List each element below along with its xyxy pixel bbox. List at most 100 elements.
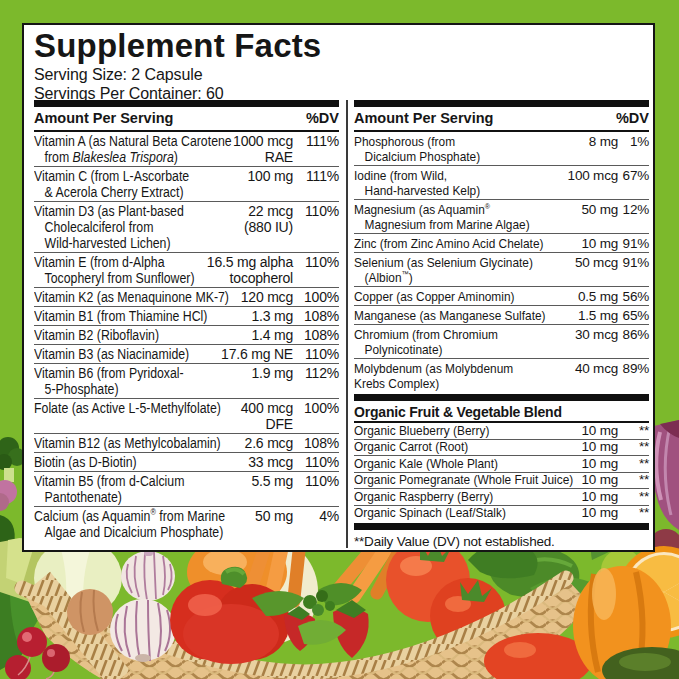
dv-value: ** bbox=[639, 473, 649, 488]
dv-value: ** bbox=[639, 490, 649, 505]
dv-value: 110% bbox=[305, 346, 339, 362]
nutrient-name: Folate (as Active L-5-Methylfolate) bbox=[34, 400, 339, 416]
dv-value: ** bbox=[639, 506, 649, 521]
amount-value: 400 mcgDFE bbox=[241, 400, 293, 432]
supplement-facts-panel: Supplement Facts Serving Size: 2 Capsule… bbox=[22, 23, 655, 552]
amount-value: 1.3 mg bbox=[251, 308, 293, 324]
blend-rows: Organic Blueberry (Berry)10 mg**Organic … bbox=[354, 423, 649, 521]
nutrient-row: Organic Kale (Whole Plant)10 mg** bbox=[354, 456, 649, 473]
nutrient-row: Molybdenum (as MolybdenumKrebs Complex)4… bbox=[354, 359, 649, 392]
dv-value: 110% bbox=[305, 454, 339, 470]
nutrient-row: Vitamin A (as Natural Beta Carotenefrom … bbox=[34, 132, 339, 167]
dv-value: 67% bbox=[623, 168, 649, 183]
nutrient-row: Organic Spinach (Leaf/Stalk)10 mg** bbox=[354, 506, 649, 522]
amount-value: 40 mcg bbox=[575, 361, 618, 376]
dv-value: 91% bbox=[623, 236, 649, 251]
dv-value: 108% bbox=[304, 308, 339, 324]
nutrient-row: Vitamin B12 (as Methylcobalamin)2.6 mcg 1… bbox=[34, 434, 339, 453]
nutrient-row: Organic Pomegranate (Whole Fruit Juice)1… bbox=[354, 473, 649, 490]
footnote-bar bbox=[354, 523, 649, 530]
amount-value: 1.9 mg bbox=[251, 365, 293, 381]
nutrient-row: Vitamin K2 (as Menaquinone MK-7)120 mcg1… bbox=[34, 288, 339, 307]
nutrient-row: Vitamin B2 (Riboflavin)1.4 mg108% bbox=[34, 326, 339, 345]
amount-value: 0.5 mg bbox=[578, 289, 618, 304]
dv-value: ** bbox=[639, 424, 649, 439]
dv-value: 108% bbox=[304, 435, 339, 451]
nutrient-row: Vitamin C (from L-Ascorbate& Acerola Che… bbox=[34, 167, 339, 202]
dv-value: 89% bbox=[623, 361, 649, 376]
amount-value: 50 mg bbox=[255, 508, 293, 524]
dv-value: 110% bbox=[305, 254, 339, 270]
amount-value: 10 mg bbox=[581, 473, 618, 488]
column-right: Amount Per Serving %DV Phosphorous (from… bbox=[354, 100, 649, 549]
dv-header: %DV bbox=[306, 110, 339, 127]
nutrient-row: Vitamin B5 (from d-CalciumPantothenate)5… bbox=[34, 472, 339, 507]
nutrient-row: Chromium (from ChromiumPolynicotinate)30… bbox=[354, 325, 649, 359]
amount-value: 10 mg bbox=[581, 490, 618, 505]
nutrient-row: Zinc (from Zinc Amino Acid Chelate)10 mg… bbox=[354, 234, 649, 253]
dv-value: 111% bbox=[306, 168, 339, 184]
nutrient-row: Magnesium (as Aquamin®Magnesium from Mar… bbox=[354, 200, 649, 234]
nutrient-name: Biotin (as D-Biotin) bbox=[34, 454, 339, 470]
nutrient-row: Manganese (as Manganese Sulfate)1.5 mg65… bbox=[354, 306, 649, 325]
dv-header: %DV bbox=[616, 110, 649, 127]
avocado-hl bbox=[619, 653, 671, 671]
nutrient-name: Vitamin E (from d-AlphaTocopheryl from S… bbox=[34, 254, 339, 286]
footnote: **Daily Value (DV) not established. bbox=[354, 532, 649, 549]
page: Supplement Facts Serving Size: 2 Capsule… bbox=[0, 0, 679, 679]
amount-value: 8 mg bbox=[589, 134, 618, 149]
column-divider bbox=[346, 100, 348, 548]
dv-value: 12% bbox=[623, 202, 649, 217]
dv-value: 112% bbox=[305, 365, 339, 381]
nutrient-name: Vitamin B6 (from Pyridoxal-5-Phosphate) bbox=[34, 365, 339, 397]
nutrient-name: Vitamin K2 (as Menaquinone MK-7) bbox=[34, 289, 339, 305]
amount-value: 1.5 mg bbox=[578, 308, 618, 323]
amount-value: 5.5 mg bbox=[251, 473, 293, 489]
nutrient-row: Selenium (as Selenium Glycinate)(Albion™… bbox=[354, 253, 649, 287]
nutrient-name: Vitamin B1 (from Thiamine HCl) bbox=[34, 308, 339, 324]
right-rows: Phosphorous (fromDicalcium Phosphate)8 m… bbox=[354, 132, 649, 392]
nutrient-row: Phosphorous (fromDicalcium Phosphate)8 m… bbox=[354, 132, 649, 166]
amount-value: 10 mg bbox=[581, 424, 618, 439]
blend-title: Organic Fruit & Vegetable Blend bbox=[354, 403, 649, 423]
dv-value: 65% bbox=[623, 308, 649, 323]
amount-value: 1000 mcgRAE bbox=[233, 133, 293, 165]
nutrient-row: Organic Raspberry (Berry)10 mg** bbox=[354, 489, 649, 506]
amount-per-serving-header: Amount Per Serving bbox=[354, 110, 493, 126]
dv-value: 100% bbox=[304, 400, 339, 416]
amount-value: 1.4 mg bbox=[251, 327, 293, 343]
amount-value: 100 mcg bbox=[568, 168, 618, 183]
column-header-right: Amount Per Serving %DV bbox=[354, 109, 649, 132]
dv-value: ** bbox=[639, 457, 649, 472]
dv-value: 86% bbox=[623, 327, 649, 342]
amount-value: 2.6 mcg bbox=[245, 435, 293, 451]
nutrient-row: Iodine (from Wild,Hand-harvested Kelp)10… bbox=[354, 166, 649, 200]
amount-value: 10 mg bbox=[581, 236, 618, 251]
section-bar-left bbox=[34, 100, 339, 107]
nutrient-name: Vitamin A (as Natural Beta Carotenefrom … bbox=[34, 133, 339, 165]
nutrient-name: Vitamin B12 (as Methylcobalamin) bbox=[34, 435, 339, 451]
nutrient-name: Vitamin C (from L-Ascorbate& Acerola Che… bbox=[34, 168, 339, 200]
nutrient-name: Vitamin D3 (as Plant-basedCholecalcifero… bbox=[34, 203, 339, 251]
nutrient-name: Vitamin B3 (as Niacinamide) bbox=[34, 346, 339, 362]
dv-value: 111% bbox=[306, 133, 339, 149]
dv-value: 4% bbox=[319, 508, 339, 524]
column-header-left: Amount Per Serving %DV bbox=[34, 109, 339, 132]
amount-per-serving-header: Amount Per Serving bbox=[34, 110, 173, 126]
nutrient-name: Vitamin B5 (from d-CalciumPantothenate) bbox=[34, 473, 339, 505]
nutrient-row: Organic Blueberry (Berry)10 mg** bbox=[354, 423, 649, 440]
dv-value: 56% bbox=[623, 289, 649, 304]
blend-section-bar bbox=[354, 394, 649, 401]
dv-value: 110% bbox=[305, 473, 339, 489]
nutrient-name: Calcium (as Aquamin® from MarineAlgae an… bbox=[34, 508, 339, 540]
nutrient-row: Biotin (as D-Biotin)33 mcg110% bbox=[34, 453, 339, 472]
nutrient-row: Vitamin B6 (from Pyridoxal-5-Phosphate)1… bbox=[34, 364, 339, 399]
nutrient-row: Organic Carrot (Root)10 mg** bbox=[354, 440, 649, 457]
nutrient-name: Vitamin B2 (Riboflavin) bbox=[34, 327, 339, 343]
section-bar-right bbox=[354, 100, 649, 107]
dv-value: 110% bbox=[305, 203, 339, 219]
amount-value: 10 mg bbox=[581, 506, 618, 521]
nutrient-row: Copper (as Copper Aminomin)0.5 mg56% bbox=[354, 287, 649, 306]
dv-value: ** bbox=[639, 440, 649, 455]
nutrient-row: Vitamin B3 (as Niacinamide)17.6 mg NE110… bbox=[34, 345, 339, 364]
